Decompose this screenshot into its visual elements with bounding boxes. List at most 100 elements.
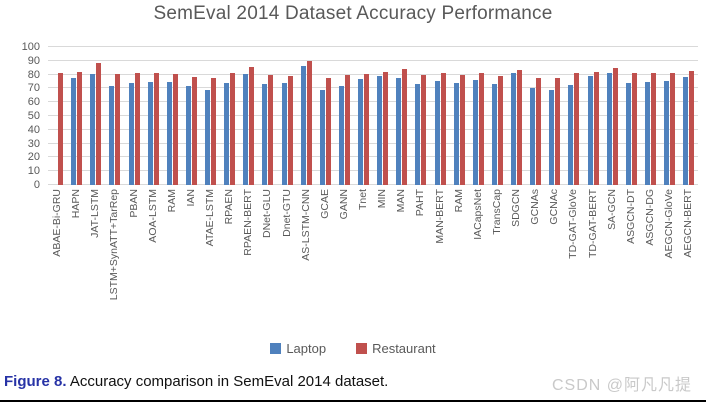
legend-label-laptop: Laptop <box>286 341 327 356</box>
y-tick-label-40: 40 <box>27 123 40 136</box>
bar-restaurant <box>230 73 236 185</box>
x-label-cell: TD-GAT-GloVe <box>564 189 583 325</box>
bar-restaurant <box>555 78 561 185</box>
gridline-100 <box>48 46 698 47</box>
x-label-text: RPAEN <box>223 189 236 225</box>
y-tick-label-60: 60 <box>27 96 40 109</box>
bar-restaurant <box>612 67 618 185</box>
bar-restaurant <box>115 73 121 185</box>
bar-laptop <box>606 73 612 185</box>
bar-group <box>316 47 335 185</box>
plot-area <box>48 46 698 185</box>
bar-group <box>622 47 641 185</box>
x-label-text: AOA-LSTM <box>146 189 159 243</box>
x-label-text: AS-LSTM-CNN <box>299 189 312 261</box>
bar-restaurant <box>211 78 217 185</box>
bottom-divider-line <box>0 400 706 402</box>
x-label-text: TransCap <box>490 189 503 235</box>
bar-laptop <box>377 75 383 185</box>
bar-laptop <box>224 82 230 185</box>
bar-group <box>278 47 297 185</box>
x-label-text: ABAE-Bi-GRU <box>51 189 64 257</box>
csdn-watermark: CSDN @阿凡凡提 <box>551 377 692 394</box>
bar-group <box>48 47 67 185</box>
x-label-text: IAN <box>184 189 197 207</box>
x-label-cell: GCNAc <box>545 189 564 325</box>
bar-restaurant <box>402 69 408 185</box>
bar-laptop <box>338 85 344 185</box>
bar-group <box>641 47 660 185</box>
bar-laptop <box>319 89 325 185</box>
legend-item-laptop: Laptop <box>270 341 326 356</box>
y-tick-label-100: 100 <box>21 41 40 53</box>
bar-group <box>201 47 220 185</box>
x-label-text: RAM <box>452 189 465 213</box>
x-label-text: TD-GAT-GloVe <box>567 189 580 259</box>
x-label-text: MAN <box>395 189 408 213</box>
bar-restaurant <box>631 73 637 185</box>
bar-restaurant <box>191 76 197 185</box>
bar-group <box>125 47 144 185</box>
bar-group <box>526 47 545 185</box>
bar-laptop <box>587 75 593 185</box>
bar-group <box>239 47 258 185</box>
x-label-text: TD-GAT-BERT <box>586 189 599 259</box>
gridline-10 <box>48 170 698 172</box>
bar-group <box>507 47 526 185</box>
bar-laptop <box>281 83 287 185</box>
x-label-cell: RPAEN-BERT <box>239 189 258 325</box>
x-label-text: GCNAc <box>548 189 561 225</box>
bar-restaurant <box>421 74 427 185</box>
x-label-cell: MIN <box>373 189 392 325</box>
bar-group <box>603 47 622 185</box>
bar-restaurant <box>497 75 503 185</box>
restaurant-color-swatch <box>356 343 368 354</box>
x-label-cell: HAPN <box>67 189 86 325</box>
x-label-cell: DNet-GLU <box>258 189 277 325</box>
bar-laptop <box>243 74 249 185</box>
x-label-text: SDGCN <box>510 189 523 227</box>
x-label-text: SA-GCN <box>605 189 618 230</box>
bar-group <box>431 47 450 185</box>
gridline-20 <box>48 156 698 158</box>
bar-group <box>469 47 488 185</box>
bar-laptop <box>90 74 96 185</box>
x-label-text: AEGCN-BERT <box>682 189 695 258</box>
bar-laptop <box>128 82 134 185</box>
bar-laptop <box>147 82 153 185</box>
bar-restaurant <box>383 71 389 185</box>
bar-restaurant <box>172 74 178 185</box>
x-label-cell: RAM <box>163 189 182 325</box>
bar-restaurant <box>689 71 695 185</box>
x-label-text: HAPN <box>70 189 83 219</box>
bar-restaurant <box>574 73 580 185</box>
bar-laptop <box>415 83 421 185</box>
gridline-50 <box>48 115 698 116</box>
bar-laptop <box>530 88 536 185</box>
x-label-cell: RAM <box>450 189 469 325</box>
bar-group <box>86 47 105 185</box>
x-label-cell: ATAE-LSTM <box>201 189 220 325</box>
bar-laptop <box>396 78 402 185</box>
x-label-cell: MAN-BERT <box>431 189 450 325</box>
bar-laptop <box>205 90 211 185</box>
x-label-cell: AEGCN-BERT <box>679 189 698 325</box>
gridline-80 <box>48 73 698 75</box>
bar-laptop <box>262 84 268 185</box>
x-label-text: AEGCN-GloVe <box>663 189 676 259</box>
x-label-text: ATAE-LSTM <box>204 189 217 247</box>
y-tick-label-80: 80 <box>27 68 40 81</box>
bar-restaurant <box>153 72 159 185</box>
bar-restaurant <box>440 72 446 185</box>
y-axis: 0 10 20 30 40 50 60 70 80 90 100 <box>0 41 42 191</box>
bar-laptop <box>185 85 191 185</box>
gridline-0 <box>48 184 698 185</box>
bar-laptop <box>683 77 689 185</box>
x-label-text: RPAEN-BERT <box>242 189 255 256</box>
bar-group <box>584 47 603 185</box>
bar-group <box>144 47 163 185</box>
y-tick-label-90: 90 <box>27 54 40 67</box>
bar-laptop <box>358 79 364 185</box>
bar-laptop <box>109 85 115 185</box>
x-label-cell: GCNAs <box>526 189 545 325</box>
